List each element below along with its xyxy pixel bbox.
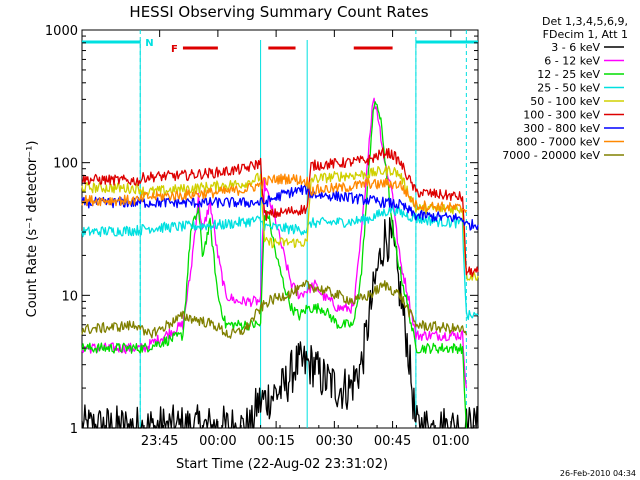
series-line [81,101,468,429]
x-tick-label: 23:45 [141,434,178,449]
series-line [81,217,479,429]
y-tick-label: 10 [61,289,78,304]
series-line [81,279,468,339]
x-tick-label: 00:00 [199,434,236,449]
axes: 23:45 00:00 00:15 00:30 00:45 01:00 1 10 100 1000 [45,24,478,449]
chart-title: HESSI Observing Summary Count Rates [129,3,428,21]
flare-flag-label: F [171,44,178,55]
legend-entry-label: 300 - 800 keV [523,122,600,135]
night-flag-label: N [145,38,153,49]
x-tick-label: 00:30 [316,434,353,449]
legend-entry-label: 800 - 7000 keV [516,136,600,149]
legend-entry-label: 50 - 100 keV [530,95,600,108]
legend-entry-label: 3 - 6 keV [551,41,600,54]
series-line [81,204,479,321]
footer-timestamp: 26-Feb-2010 04:34 [560,469,636,478]
legend-entry-label: 100 - 300 keV [523,109,600,122]
series-line [81,173,467,213]
legend-entry-label: 25 - 50 keV [537,82,600,95]
series-line [81,183,479,231]
x-tick-label: 00:45 [374,434,411,449]
legend-header-line: Det 1,3,4,5,6,9, [542,15,628,28]
x-tick-label: 01:00 [432,434,469,449]
legend-entry-label: 7000 - 20000 keV [502,149,600,162]
series-group [81,97,479,429]
y-tick-label: 1 [70,422,78,437]
series-line [81,147,479,278]
x-axis-label: Start Time (22-Aug-02 23:31:02) [176,457,388,472]
legend-entry-label: 12 - 25 keV [537,68,600,81]
legend-header-line: FDecim 1, Att 1 [543,28,628,41]
legend-entry-label: 6 - 12 keV [544,55,600,68]
legend: Det 1,3,4,5,6,9,FDecim 1, Att 13 - 6 keV… [502,15,628,162]
y-tick-label: 1000 [45,24,78,39]
y-axis-label: Count Rate (s⁻¹ detector⁻¹) [25,141,40,318]
x-tick-label: 00:15 [257,434,294,449]
y-tick-label: 100 [53,157,78,172]
